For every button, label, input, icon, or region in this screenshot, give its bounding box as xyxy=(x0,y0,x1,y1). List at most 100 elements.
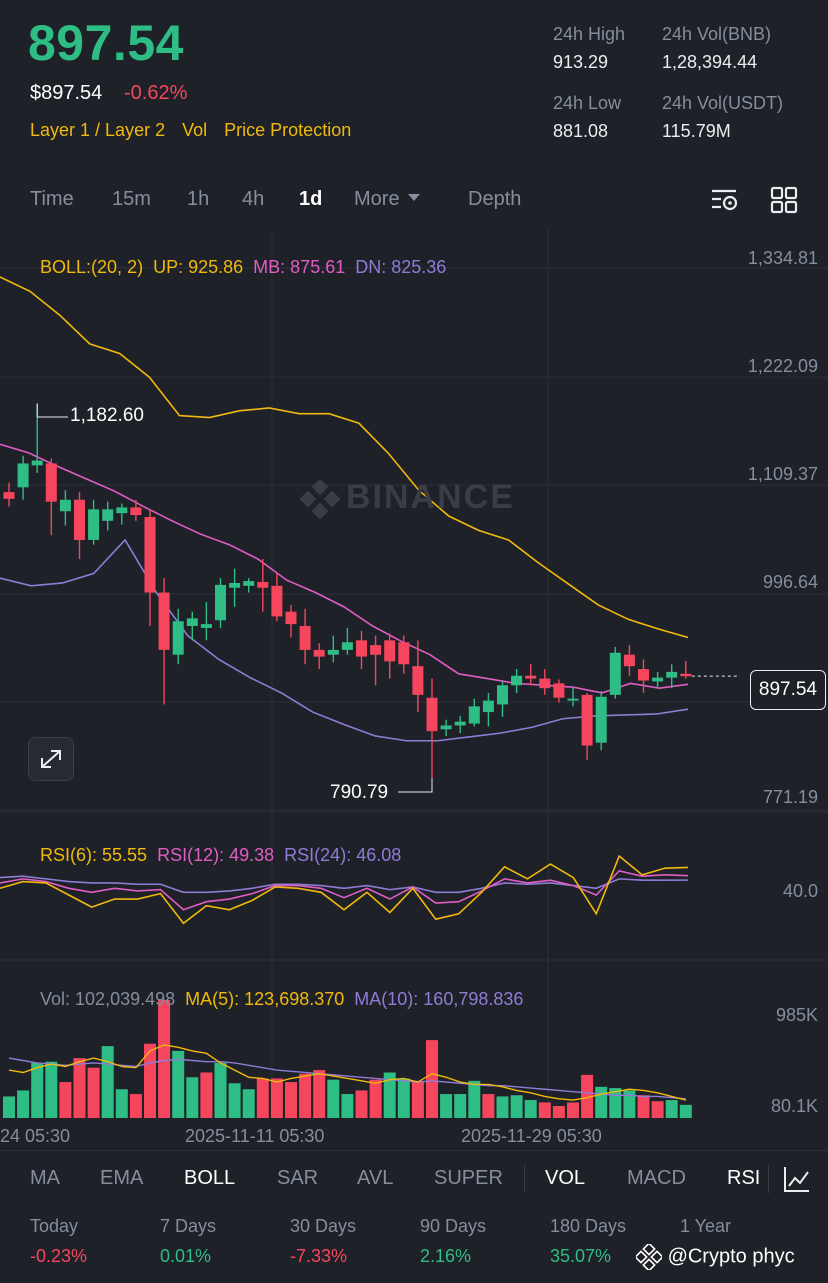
candle-body xyxy=(31,460,43,466)
perf-7d-value: 0.01% xyxy=(160,1246,212,1266)
volume-bar xyxy=(228,1083,241,1118)
stat-24h-vol-bnb-label: 24h Vol(BNB) xyxy=(662,24,772,44)
volume-bar xyxy=(426,1040,438,1118)
volume-bar xyxy=(595,1086,608,1118)
candle-body xyxy=(17,463,29,488)
candle-body xyxy=(200,624,212,628)
volume-bar xyxy=(313,1070,326,1118)
perf-180d-value: 35.07% xyxy=(550,1246,612,1266)
current-price-tag[interactable]: 897.54 xyxy=(749,670,826,710)
tab-divider xyxy=(768,1165,769,1193)
high-leader-line xyxy=(36,403,68,418)
perf-90d-label: 90 Days xyxy=(420,1216,487,1236)
candle-body xyxy=(581,694,593,746)
indicator-avl[interactable]: AVL xyxy=(357,1167,394,1189)
volume-bar xyxy=(45,1061,58,1118)
vol-label: Vol: 102,039.498 xyxy=(40,989,176,1009)
perf-7d-label: 7 Days xyxy=(160,1216,217,1236)
volume-bar xyxy=(129,1094,142,1118)
indicator-ma[interactable]: MA xyxy=(30,1167,60,1189)
indicator-settings-icon[interactable] xyxy=(783,1165,811,1193)
tab-more[interactable]: More xyxy=(354,188,420,211)
grid-layout-icon[interactable] xyxy=(770,186,798,214)
rsi6-line xyxy=(0,854,689,925)
candle-body xyxy=(539,678,551,689)
binance-logo-icon xyxy=(299,478,341,520)
volume-bar xyxy=(397,1078,410,1118)
expand-icon xyxy=(41,750,61,768)
vol-ma10-line xyxy=(8,1057,686,1100)
volume-bar xyxy=(411,1080,424,1118)
tab-15m[interactable]: 15m xyxy=(112,188,151,210)
time-axis-label: 24 05:30 xyxy=(0,1126,71,1146)
boll-dn: DN: 825.36 xyxy=(355,257,447,277)
rsi12-line xyxy=(0,869,689,911)
boll-middle-line xyxy=(0,443,689,694)
chart-settings-icon[interactable] xyxy=(709,186,741,214)
perf-1y-label: 1 Year xyxy=(680,1216,732,1236)
tab-1d[interactable]: 1d xyxy=(299,188,323,210)
stat-24h-high-value: 913.29 xyxy=(553,52,609,72)
boll-legend: BOLL:(20, 2) UP: 925.86 MB: 875.61 DN: 8… xyxy=(30,236,446,278)
tab-more-label: More xyxy=(354,188,400,210)
volume-bar xyxy=(3,1096,15,1118)
volume-bar xyxy=(172,1050,185,1118)
tab-depth[interactable]: Depth xyxy=(468,188,522,210)
overlay-watermark: @Crypto phyc xyxy=(634,1242,795,1272)
candle-body xyxy=(285,611,297,625)
candle-body xyxy=(595,696,607,743)
price-change: -0.62% xyxy=(124,82,188,104)
price-axis-label: 1,334.81 xyxy=(747,248,818,268)
candle-body xyxy=(623,654,635,667)
indicator-ema[interactable]: EMA xyxy=(100,1167,144,1189)
tag-price-protection[interactable]: Price Protection xyxy=(224,120,352,140)
indicator-macd[interactable]: MACD xyxy=(627,1167,686,1189)
timeframe-tabs: Time 15m 1h 4h 1d More Depth xyxy=(0,176,828,224)
tag-layer[interactable]: Layer 1 / Layer 2 xyxy=(30,120,166,140)
rsi24-label: RSI(24): 46.08 xyxy=(284,845,402,865)
candle-body xyxy=(172,621,184,655)
indicator-boll[interactable]: BOLL xyxy=(184,1167,236,1189)
candle-body xyxy=(454,721,466,726)
stat-24h-low-value: 881.08 xyxy=(553,121,609,141)
candle-body xyxy=(130,507,142,516)
vol-ma5-label: MA(5): 123,698.370 xyxy=(185,989,345,1009)
perf-90d-value: 2.16% xyxy=(420,1246,472,1266)
indicator-rsi[interactable]: RSI xyxy=(727,1167,761,1189)
indicator-vol[interactable]: VOL xyxy=(545,1167,586,1189)
tab-1h[interactable]: 1h xyxy=(187,188,210,210)
candle-body xyxy=(215,584,226,621)
indicator-sar[interactable]: SAR xyxy=(277,1167,319,1189)
perf-today-label: Today xyxy=(30,1216,79,1236)
perf-1y-value: @Crypto phyc xyxy=(667,1245,795,1268)
volume-bar xyxy=(186,1077,199,1118)
tab-4h[interactable]: 4h xyxy=(242,188,265,210)
candle-body xyxy=(271,585,283,617)
volume-bar xyxy=(567,1102,579,1118)
indicator-tabs: MA EMA BOLL SAR AVL SUPER VOL MACD RSI xyxy=(0,1150,828,1207)
tab-time[interactable]: Time xyxy=(30,188,74,210)
candle-body xyxy=(553,683,565,698)
tab-divider xyxy=(524,1165,525,1193)
candle-body xyxy=(497,685,508,705)
tag-vol[interactable]: Vol xyxy=(182,120,208,140)
volume-bar xyxy=(665,1100,678,1118)
volume-bar xyxy=(637,1095,650,1118)
volume-bar xyxy=(482,1094,495,1118)
candle-body xyxy=(3,492,15,499)
expand-button[interactable] xyxy=(28,737,74,781)
high-annotation: 1,182.60 xyxy=(70,405,144,426)
boll-mb: MB: 875.61 xyxy=(253,257,346,277)
price-axis-label: 996.64 xyxy=(762,572,818,592)
watermark-text: BINANCE xyxy=(346,478,515,516)
candle-body xyxy=(327,649,339,655)
volume-bar xyxy=(73,1058,86,1118)
low-leader-line xyxy=(398,778,433,793)
indicator-super[interactable]: SUPER xyxy=(434,1167,503,1189)
boll-upper-line xyxy=(0,276,689,639)
boll-lower-line xyxy=(0,538,689,742)
candle-body xyxy=(144,516,156,593)
price-chart[interactable] xyxy=(0,228,828,1150)
volume-bar xyxy=(440,1094,453,1118)
candle-body xyxy=(440,725,452,730)
